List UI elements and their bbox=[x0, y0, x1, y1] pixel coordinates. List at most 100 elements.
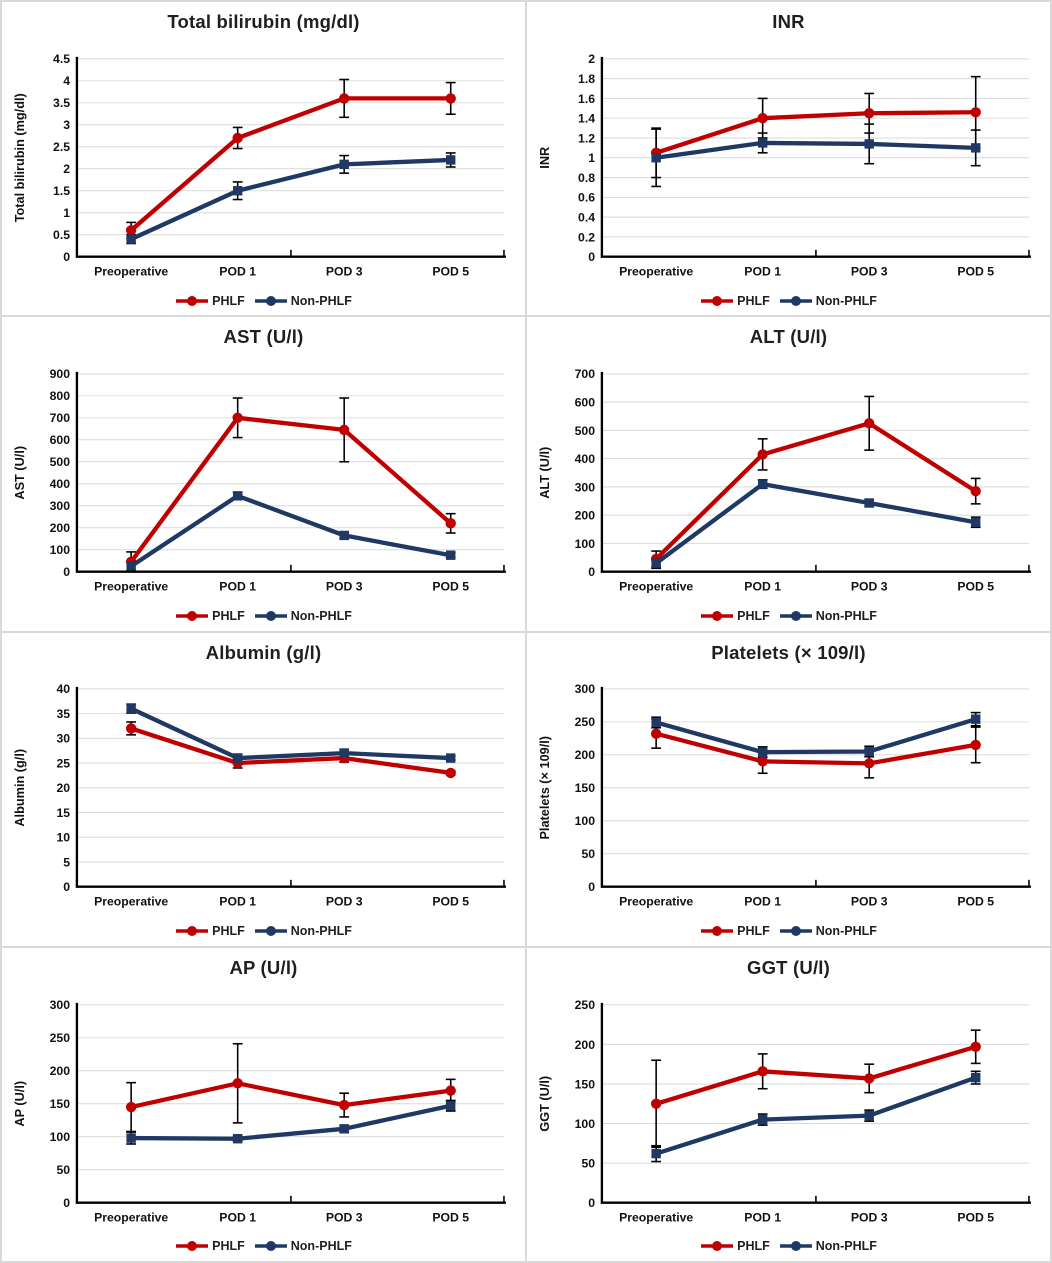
chart-title: AP (U/l) bbox=[229, 956, 298, 978]
chart-legend: PHLF Non-PHLF bbox=[700, 1232, 877, 1261]
phlf-line bbox=[653, 1044, 978, 1106]
phlf-marker bbox=[650, 1098, 662, 1109]
phlf-marker-icon bbox=[701, 295, 734, 306]
chart-title: Total bilirubin (mg/dl) bbox=[167, 11, 360, 33]
y-tick-label: 0 bbox=[63, 880, 70, 894]
legend-item-non-phlf: Non-PHLF bbox=[254, 924, 352, 938]
y-tick-label: 200 bbox=[50, 521, 71, 535]
legend-label: Non-PHLF bbox=[815, 924, 877, 939]
error-bars bbox=[126, 703, 456, 776]
y-tick-label: 1.5 bbox=[53, 184, 70, 198]
y-tick-label: 20 bbox=[56, 781, 70, 795]
phlf-line bbox=[128, 96, 453, 233]
phlf-marker bbox=[757, 1065, 768, 1077]
legend-item-phlf: PHLF bbox=[700, 609, 770, 623]
non-phlf-marker bbox=[757, 138, 768, 148]
y-tick-label: 100 bbox=[575, 537, 596, 551]
non-phlf-marker bbox=[446, 1100, 456, 1110]
y-tick-label: 1 bbox=[63, 206, 70, 220]
legend-item-non-phlf: Non-PHLF bbox=[254, 609, 352, 623]
y-tick-label: 0 bbox=[63, 565, 70, 579]
x-category-label: Preoperative bbox=[619, 1210, 693, 1224]
phlf-marker bbox=[445, 768, 456, 779]
phlf-marker-icon bbox=[701, 610, 734, 621]
x-axis-labels: Preoperative POD 1 POD 3 POD 5 bbox=[619, 579, 994, 593]
y-tick-label: 15 bbox=[56, 806, 70, 820]
x-axis-labels: Preoperative POD 1 POD 3 POD 5 bbox=[619, 264, 994, 278]
non-phlf-marker bbox=[232, 1133, 243, 1143]
y-tick-label: 200 bbox=[575, 1037, 596, 1051]
gridlines bbox=[77, 373, 504, 551]
non-phlf-line bbox=[128, 706, 453, 761]
x-category-label: POD 1 bbox=[219, 264, 256, 278]
y-tick-label: 300 bbox=[575, 683, 596, 697]
y-tick-label: 900 bbox=[50, 367, 71, 381]
y-tick-label: 100 bbox=[575, 1117, 596, 1131]
y-tick-label: 2 bbox=[588, 52, 595, 66]
non-phlf-line bbox=[653, 717, 978, 755]
y-axis-tick-labels: 0 0.5 1 1.5 2 2.5 3 3.5 4 4.5 bbox=[53, 52, 70, 264]
legend-item-phlf: PHLF bbox=[700, 294, 770, 308]
phlf-marker bbox=[970, 485, 981, 497]
non-phlf-marker-icon bbox=[779, 610, 812, 621]
chart-legend: PHLF Non-PHLF bbox=[175, 916, 352, 945]
non-phlf-marker bbox=[339, 748, 349, 759]
non-phlf-marker bbox=[971, 517, 981, 527]
non-phlf-line bbox=[653, 1075, 978, 1156]
y-tick-label: 0 bbox=[588, 250, 595, 264]
non-phlf-marker bbox=[126, 704, 136, 714]
y-axis-tick-labels: 0 0.2 0.4 0.6 0.8 1 1.2 1.4 1.6 1.8 2 bbox=[578, 52, 595, 264]
phlf-marker bbox=[970, 1041, 981, 1052]
y-tick-label: 35 bbox=[56, 707, 70, 721]
phlf-line bbox=[653, 421, 978, 562]
non-phlf-marker bbox=[864, 498, 874, 508]
axes bbox=[75, 687, 506, 889]
legend-item-non-phlf: Non-PHLF bbox=[779, 1239, 877, 1253]
axes bbox=[600, 687, 1031, 889]
chart-panel-ggt: GGT (U/l) 0 50 100 150 200 250 GGT (U/l) Preope… bbox=[527, 947, 1050, 1261]
non-phlf-marker bbox=[757, 747, 768, 758]
phlf-marker bbox=[338, 1099, 350, 1110]
legend-item-phlf: PHLF bbox=[175, 294, 245, 308]
non-phlf-marker bbox=[339, 530, 349, 541]
gridlines bbox=[602, 373, 1029, 544]
phlf-marker bbox=[650, 728, 662, 740]
phlf-marker bbox=[863, 107, 875, 119]
legend-label: PHLF bbox=[737, 1239, 770, 1254]
y-tick-label: 600 bbox=[50, 433, 71, 447]
chart-title: Platelets (× 109/l) bbox=[711, 641, 866, 663]
non-phlf-marker bbox=[971, 714, 981, 725]
phlf-line bbox=[653, 109, 978, 155]
legend-item-phlf: PHLF bbox=[175, 924, 245, 938]
phlf-marker bbox=[757, 112, 768, 124]
x-category-label: POD 1 bbox=[219, 579, 256, 593]
phlf-marker bbox=[338, 93, 350, 104]
y-tick-label: 4 bbox=[63, 74, 70, 88]
y-axis-tick-labels: 0 50 100 150 200 250 300 bbox=[50, 998, 71, 1210]
x-category-label: Preoperative bbox=[94, 579, 168, 593]
non-phlf-marker bbox=[339, 159, 349, 169]
legend-item-phlf: PHLF bbox=[175, 1239, 245, 1253]
error-bars bbox=[651, 395, 981, 570]
chart-panel-platelets: Platelets (× 109/l) 0 50 100 150 200 250 300 Pl… bbox=[527, 632, 1050, 946]
legend-item-non-phlf: Non-PHLF bbox=[779, 924, 877, 938]
non-phlf-marker bbox=[651, 558, 661, 568]
legend-label: Non-PHLF bbox=[290, 1239, 352, 1254]
axes bbox=[600, 371, 1031, 573]
non-phlf-marker bbox=[971, 1072, 981, 1082]
y-axis-title: Platelets (× 109/l) bbox=[537, 736, 552, 840]
x-category-label: POD 3 bbox=[326, 579, 363, 593]
y-tick-label: 10 bbox=[56, 831, 70, 845]
y-tick-label: 200 bbox=[50, 1064, 71, 1078]
legend-item-phlf: PHLF bbox=[700, 924, 770, 938]
non-phlf-marker-icon bbox=[254, 926, 287, 937]
chart-panel-alt: ALT (U/l) 0 100 200 300 400 500 600 700 ALT (U/l… bbox=[527, 317, 1050, 631]
y-tick-label: 250 bbox=[575, 716, 596, 730]
phlf-marker-icon bbox=[176, 610, 209, 621]
gridlines bbox=[77, 58, 504, 235]
axes bbox=[600, 56, 1031, 258]
y-tick-label: 150 bbox=[575, 1077, 596, 1091]
legend-label: Non-PHLF bbox=[290, 924, 352, 939]
chart-legend: PHLF Non-PHLF bbox=[700, 286, 877, 315]
